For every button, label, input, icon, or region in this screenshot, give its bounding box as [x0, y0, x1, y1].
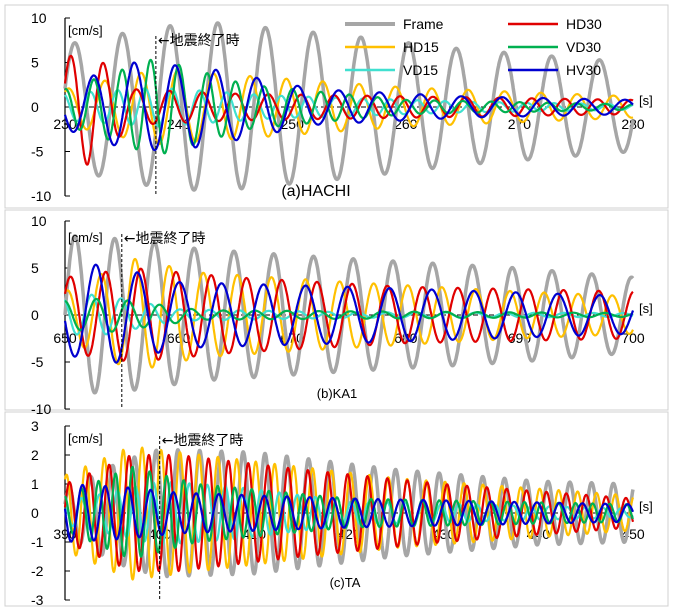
legend-label-frame: Frame [403, 16, 444, 32]
panel-c-frame [4, 411, 669, 607]
series-line-hd15 [64, 69, 634, 146]
y-tick-label: 10 [31, 10, 47, 26]
y-tick-label: -2 [31, 563, 44, 579]
y-tick-label: 0 [31, 307, 39, 323]
legend-label-vd15: VD15 [403, 62, 438, 78]
y-tick-label: -3 [31, 592, 44, 608]
earthquake-end-label: ←地震終了時 [162, 433, 244, 449]
y-unit-label: [cm/s] [68, 230, 103, 245]
series-line-hd30 [63, 54, 634, 166]
y-tick-label: 0 [31, 99, 39, 115]
series-line-frame [63, 234, 635, 395]
panel-a-frame [4, 4, 669, 209]
y-tick-label: -5 [31, 354, 44, 370]
y-tick-label: 0 [31, 505, 39, 521]
y-unit-label: [cm/s] [68, 23, 103, 38]
series-line-hv30 [63, 263, 635, 364]
legend-label-hv30: HV30 [566, 62, 601, 78]
y-tick-label: -5 [31, 144, 44, 160]
x-tick-label: 260 [394, 116, 418, 132]
y-unit-label: [cm/s] [68, 431, 103, 446]
series-line-vd30 [64, 297, 634, 333]
series-line-hd15 [64, 257, 634, 369]
panel-caption: (c)TA [330, 575, 361, 590]
y-tick-label: 10 [31, 213, 47, 229]
x-tick-label: 230 [53, 116, 77, 132]
y-tick-label: -1 [31, 534, 44, 550]
panel-caption: (a)HACHI [281, 183, 350, 200]
series-line-hv30 [63, 61, 634, 152]
legend-label-hd15: HD15 [403, 39, 439, 55]
legend-label-hd30: HD30 [566, 16, 602, 32]
y-tick-label: 5 [31, 260, 39, 276]
series-line-hv30 [63, 483, 635, 543]
x-unit-label: [s] [639, 93, 653, 108]
legend: Frame HD15 VD15 HD30 VD30 HV30 [345, 16, 602, 78]
series-line-vd30 [64, 58, 634, 155]
earthquake-end-label: ←地震終了時 [124, 231, 206, 247]
x-tick-label: 650 [53, 330, 77, 346]
y-tick-label: 1 [31, 476, 39, 492]
x-unit-label: [s] [639, 301, 653, 316]
y-tick-label: 3 [31, 418, 39, 434]
earthquake-end-label: ←地震終了時 [158, 33, 240, 49]
y-tick-label: -10 [31, 401, 51, 417]
panel-caption: (b)KA1 [317, 386, 357, 401]
y-tick-label: 5 [31, 55, 39, 71]
x-unit-label: [s] [639, 499, 653, 514]
y-tick-label: 2 [31, 447, 39, 463]
y-tick-label: -10 [31, 188, 51, 204]
x-tick-label: 660 [167, 330, 191, 346]
panel-b-frame [4, 209, 669, 411]
legend-label-vd30: VD30 [566, 39, 601, 55]
